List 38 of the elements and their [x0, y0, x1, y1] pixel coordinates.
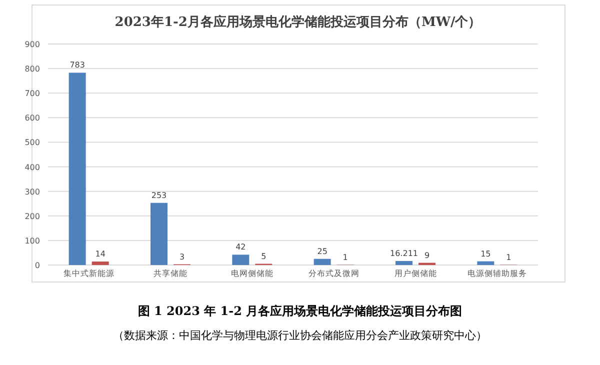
data-label: 16.211 [390, 249, 418, 258]
data-label: 9 [424, 250, 430, 260]
y-tick-label: 900 [24, 40, 40, 49]
data-label: 1 [342, 252, 348, 262]
y-tick-label: 700 [24, 89, 40, 98]
y-tick-label: 600 [24, 114, 40, 123]
bar [232, 254, 250, 265]
y-tick-label: 0 [34, 261, 40, 270]
data-label: 25 [317, 246, 328, 256]
bar [68, 72, 86, 265]
x-tick-label: 共享储能 [154, 269, 188, 278]
data-label: 5 [261, 252, 266, 261]
data-label: 15 [480, 249, 491, 258]
caption: 图 1 2023 年 1-2 月各应用场景电化学储能投运项目分布图 [138, 304, 462, 318]
data-label: 42 [236, 242, 246, 252]
y-tick-label: 200 [24, 212, 40, 221]
data-label: 3 [179, 252, 185, 262]
bar [314, 258, 331, 265]
data-label: 1 [506, 252, 512, 262]
bar [92, 262, 109, 265]
bar [150, 202, 168, 265]
y-tick-label: 800 [24, 64, 40, 74]
x-tick-label: 用户侧储能 [394, 269, 437, 278]
bar [477, 261, 494, 265]
x-tick-label: 电网侧储能 [230, 269, 274, 278]
data-label: 253 [151, 190, 167, 200]
x-tick-label: 分布式及微网 [308, 269, 360, 278]
x-tick-label: 集中式新能源 [63, 269, 114, 278]
x-tick-label: 电源侧辅助服务 [467, 269, 527, 278]
chart-title: 2023年1-2月各应用场景电化学储能投运项目分布（MW/个） [114, 14, 482, 30]
data-label: 783 [70, 60, 85, 70]
y-tick-label: 100 [24, 236, 40, 246]
y-tick-label: 500 [24, 138, 40, 148]
text: （数据来源：中国化学与物理电源行业协会储能应用分会产业政策研究中心） [113, 329, 487, 342]
data-label: 14 [95, 250, 106, 259]
bar [396, 261, 412, 265]
y-tick-label: 400 [24, 162, 40, 172]
y-tick-label: 300 [24, 187, 40, 196]
